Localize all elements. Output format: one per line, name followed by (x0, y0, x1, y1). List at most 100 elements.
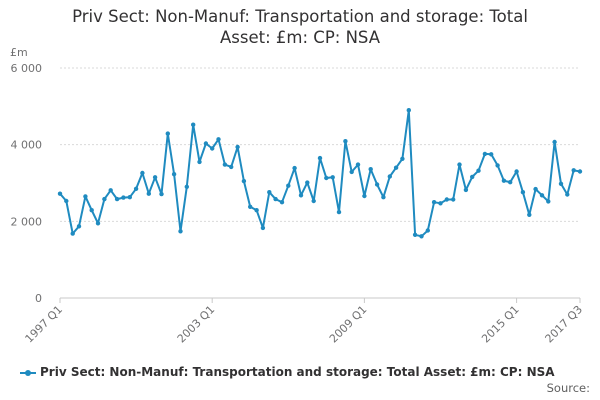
data-point[interactable] (267, 190, 272, 195)
legend-series-label: Priv Sect: Non-Manuf: Transportation and… (40, 365, 555, 379)
data-point[interactable] (508, 180, 513, 185)
data-point[interactable] (470, 174, 475, 180)
x-axis: 1997 Q1 2003 Q1 2009 Q1 2015 Q1 2017 Q3 (23, 297, 585, 346)
data-point[interactable] (235, 144, 240, 150)
data-point[interactable] (140, 170, 145, 176)
data-point[interactable] (419, 234, 424, 239)
data-point[interactable] (476, 168, 481, 173)
data-point[interactable] (546, 199, 551, 204)
data-point[interactable] (374, 182, 380, 187)
data-point[interactable] (577, 169, 583, 174)
data-point[interactable] (324, 175, 329, 181)
data-point[interactable] (57, 191, 63, 196)
data-point[interactable] (102, 196, 107, 202)
data-point[interactable] (330, 175, 335, 180)
data-point[interactable] (463, 187, 469, 193)
y-tick-label: 4 000 (11, 139, 43, 152)
x-tick-label: 2015 Q1 (479, 303, 522, 346)
data-point[interactable] (273, 196, 278, 202)
data-point[interactable] (248, 204, 253, 209)
data-point[interactable] (222, 162, 228, 167)
data-point[interactable] (552, 139, 557, 145)
data-point[interactable] (451, 197, 456, 202)
data-point[interactable] (184, 184, 189, 189)
series-line (59, 109, 581, 238)
data-point[interactable] (387, 174, 392, 179)
data-point[interactable] (121, 195, 126, 200)
data-point[interactable] (539, 193, 545, 198)
data-point[interactable] (431, 200, 437, 205)
data-point[interactable] (400, 156, 405, 161)
data-point[interactable] (89, 208, 94, 213)
y-axis: 0 2 000 4 000 6 000 (11, 62, 43, 305)
data-point[interactable] (76, 224, 82, 229)
data-point[interactable] (229, 164, 234, 170)
data-point[interactable] (571, 168, 576, 173)
data-point[interactable] (457, 162, 462, 167)
data-point[interactable] (178, 229, 183, 234)
gridlines (60, 67, 580, 222)
data-point[interactable] (286, 183, 291, 188)
y-tick-label: 0 (35, 292, 42, 305)
data-point[interactable] (311, 198, 316, 204)
data-point[interactable] (381, 195, 386, 200)
data-point[interactable] (210, 146, 215, 151)
data-point[interactable] (146, 191, 151, 196)
data-point[interactable] (482, 151, 488, 157)
data-point[interactable] (279, 200, 285, 205)
chart-title-line-2: Asset: £m: CP: NSA (220, 28, 380, 47)
data-point[interactable] (520, 190, 526, 195)
data-point[interactable] (165, 131, 170, 136)
source-note: Source: (546, 381, 590, 395)
data-point[interactable] (343, 139, 348, 144)
data-point[interactable] (95, 221, 101, 226)
data-point[interactable] (336, 209, 342, 215)
data-point[interactable] (127, 195, 132, 200)
data-point[interactable] (533, 186, 538, 192)
data-point[interactable] (152, 175, 158, 180)
data-point[interactable] (489, 152, 494, 157)
data-point[interactable] (412, 232, 418, 237)
data-point[interactable] (368, 167, 373, 172)
data-point[interactable] (260, 225, 266, 231)
data-point[interactable] (501, 178, 507, 183)
data-point[interactable] (527, 212, 532, 217)
data-point[interactable] (425, 228, 430, 233)
legend-line-marker-icon (20, 368, 36, 378)
data-point[interactable] (216, 137, 221, 142)
data-point[interactable] (305, 180, 310, 185)
data-point[interactable] (241, 178, 247, 184)
data-point[interactable] (70, 231, 75, 236)
data-point[interactable] (565, 192, 570, 197)
data-point[interactable] (444, 197, 449, 202)
data-point[interactable] (349, 169, 354, 175)
data-point[interactable] (114, 196, 120, 202)
data-point[interactable] (64, 198, 69, 204)
data-point[interactable] (197, 159, 202, 165)
data-point[interactable] (495, 163, 500, 168)
data-point[interactable] (133, 186, 139, 191)
chart-title-line-1: Priv Sect: Non-Manuf: Transportation and… (72, 7, 528, 26)
data-point[interactable] (406, 108, 411, 113)
data-point[interactable] (558, 181, 564, 186)
data-point[interactable] (393, 165, 399, 170)
legend[interactable]: Priv Sect: Non-Manuf: Transportation and… (20, 365, 555, 381)
data-point[interactable] (108, 188, 113, 193)
data-point[interactable] (203, 141, 209, 146)
y-tick-label: 6 000 (11, 62, 43, 75)
data-point[interactable] (317, 155, 323, 161)
data-point[interactable] (191, 122, 196, 127)
data-point[interactable] (171, 172, 177, 177)
data-point[interactable] (438, 201, 443, 206)
series-group (57, 108, 583, 239)
data-point[interactable] (83, 194, 88, 199)
data-point[interactable] (292, 165, 297, 171)
data-point[interactable] (355, 162, 361, 167)
data-point[interactable] (298, 193, 304, 198)
data-point[interactable] (159, 191, 164, 197)
data-point[interactable] (254, 208, 259, 213)
data-point[interactable] (514, 169, 519, 174)
x-tick-label: 2009 Q1 (327, 303, 370, 346)
x-tick-label: 1997 Q1 (23, 303, 66, 346)
data-point[interactable] (362, 193, 367, 199)
